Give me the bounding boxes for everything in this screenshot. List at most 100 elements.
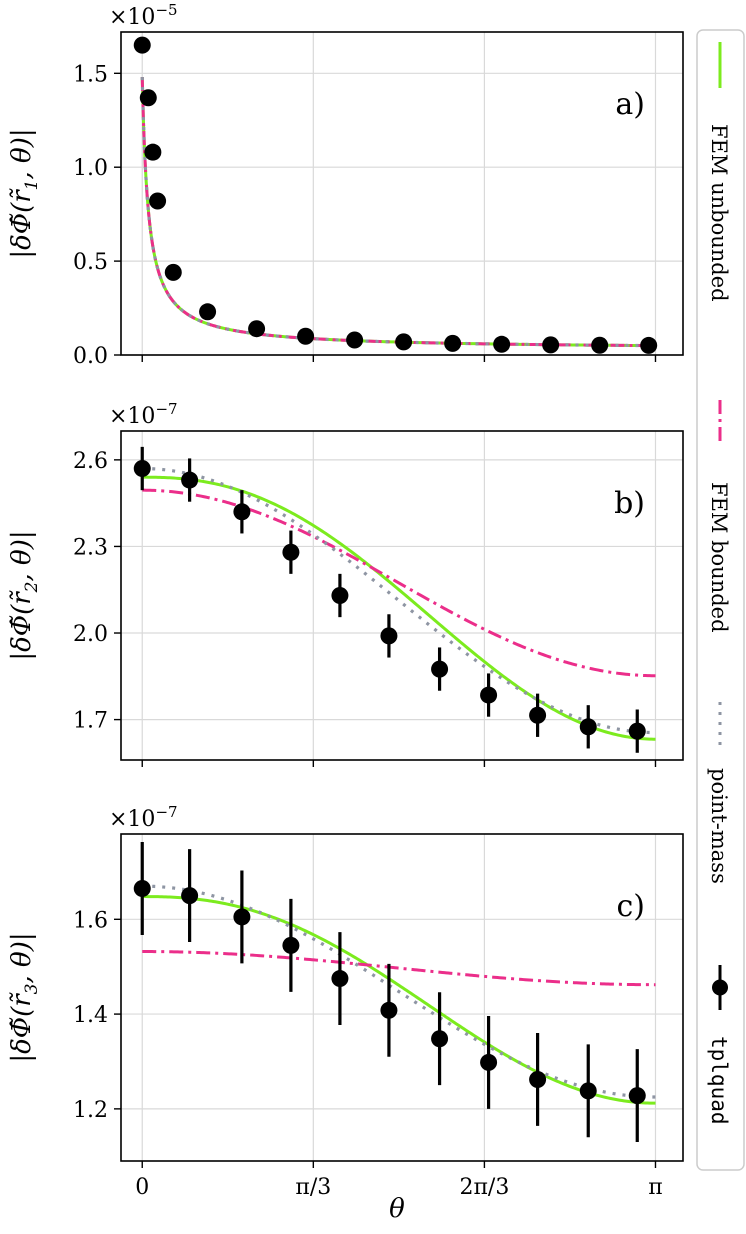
y-scale-exponent: −5	[155, 1, 177, 19]
data-point	[248, 320, 266, 338]
series-fem-unbounded-line	[140, 77, 656, 348]
y-scale-exponent: −7	[155, 803, 177, 821]
grid	[121, 834, 683, 1161]
legend-box	[696, 29, 745, 1171]
data-point	[133, 36, 151, 54]
panel-label: c)	[616, 889, 645, 924]
axes-frame	[120, 833, 684, 1162]
data-point	[181, 887, 199, 905]
data-point	[331, 970, 349, 988]
legend-label: FEM bounded	[707, 482, 731, 633]
data-point	[346, 331, 364, 349]
panel-label: a)	[615, 87, 645, 122]
data-point	[493, 335, 511, 353]
y-tick-label: 1.2	[73, 1098, 108, 1123]
y-tick-label: 1.7	[73, 709, 108, 734]
data-point	[282, 936, 300, 954]
series-point-mass-line	[140, 77, 656, 348]
y-scale-factor: ×10−5	[109, 1, 178, 30]
y-axis-label: |δΦ̃(r̃1, θ)|	[7, 128, 42, 258]
y-axis-label: |δΦ̃(r̃3, θ)|	[7, 932, 42, 1062]
x-tick-label: 0	[135, 1175, 149, 1200]
data-point	[380, 627, 398, 645]
y-tick-label: 1.6	[73, 908, 108, 933]
data-point	[431, 660, 449, 678]
series-point-mass-line	[142, 466, 656, 735]
data-point	[579, 1082, 597, 1100]
series-fem-bounded-line	[142, 488, 656, 678]
legend-entry-fem-unbounded: FEM unbounded	[707, 42, 731, 302]
y-axis-label: |δΦ̃(r̃2, θ)|	[7, 530, 42, 660]
plot-area	[133, 842, 656, 1143]
data-point	[164, 263, 182, 281]
data-point	[542, 336, 560, 354]
series-point-mass-line	[142, 884, 656, 1099]
data-point	[480, 686, 498, 704]
data-point	[144, 143, 162, 161]
y-tick-label: 0.0	[73, 344, 108, 369]
x-tick-label: π	[648, 1175, 662, 1200]
series-fem-unbounded-line	[142, 895, 656, 1105]
y-scale-exponent: −7	[155, 400, 177, 418]
legend: FEM unbounded FEM bounded point-mass tplqua…	[696, 29, 745, 1171]
ticks: 0 π/3 2π/3 π 1.2 1.4 1.6	[73, 908, 663, 1200]
data-point	[297, 327, 315, 345]
data-point	[133, 460, 151, 478]
data-point	[395, 333, 413, 351]
plot-area	[133, 446, 656, 753]
series-fem-unbounded-line	[142, 475, 656, 741]
legend-entry-fem-bounded: FEM bounded	[707, 400, 731, 633]
y-tick-label: 1.4	[73, 1003, 108, 1028]
legend-label: FEM unbounded	[707, 124, 731, 302]
y-tick-label: 2.3	[73, 535, 108, 560]
legend-swatch-marker	[712, 979, 728, 996]
data-point	[282, 543, 300, 561]
panel-c: 0 π/3 2π/3 π 1.2 1.4 1.6 ×10−7 c) |δΦ̃(r̃3, θ)|	[7, 803, 684, 1200]
data-point	[480, 1053, 498, 1071]
plot-area	[133, 36, 658, 354]
axes-frame	[120, 430, 684, 761]
panel-label: b)	[614, 486, 645, 521]
data-point	[233, 908, 251, 926]
data-point	[579, 718, 597, 736]
data-point	[591, 336, 609, 354]
data-point	[431, 1030, 449, 1048]
x-axis-label: θ	[389, 1194, 405, 1224]
panel-a: 0.0 0.5 1.0 1.5 ×10−5 a) |δΦ̃(r̃1, θ)|	[7, 1, 684, 369]
legend-entry-point-mass: point-mass	[707, 702, 731, 884]
chart-panels: 0.0 0.5 1.0 1.5 ×10−5 a) |δΦ̃(r̃1, θ)| 1.7 2.0 2.…	[7, 1, 684, 1200]
ticks: 1.7 2.0 2.3 2.6	[73, 449, 657, 767]
y-tick-label: 0.5	[73, 250, 108, 275]
legend-entry-tplquad: tplquad	[707, 965, 731, 1125]
x-tick-label: π/3	[295, 1175, 331, 1200]
y-tick-label: 1.0	[73, 156, 108, 181]
data-point	[628, 722, 646, 740]
data-point	[628, 1087, 646, 1105]
data-point	[233, 503, 251, 521]
data-point	[139, 89, 157, 107]
x-tick-label: 2π/3	[459, 1175, 509, 1200]
y-tick-label: 2.6	[73, 449, 108, 474]
data-point	[181, 471, 199, 489]
data-point	[529, 1070, 547, 1088]
series-fem-bounded-line	[142, 950, 656, 987]
data-point	[444, 334, 462, 352]
data-point	[133, 880, 151, 897]
panel-b: 1.7 2.0 2.3 2.6×10−7 b) |δΦ̃(r̃2, θ)|	[7, 400, 684, 767]
data-point	[380, 1001, 398, 1019]
y-scale-factor: ×10−7	[109, 400, 178, 429]
y-scale-factor: ×10−7	[109, 803, 178, 832]
data-point	[331, 587, 349, 604]
data-point	[199, 303, 217, 321]
y-tick-label: 1.5	[73, 62, 108, 87]
data-point	[529, 706, 547, 724]
series-fem-bounded-line	[140, 77, 656, 348]
data-point	[149, 192, 167, 210]
legend-label: point-mass	[707, 768, 731, 884]
y-tick-label: 2.0	[73, 622, 108, 647]
ticks: 0.0 0.5 1.0 1.5	[73, 62, 657, 369]
axes-frame	[120, 31, 684, 356]
legend-label: tplquad	[707, 1036, 731, 1125]
data-point	[640, 336, 658, 354]
